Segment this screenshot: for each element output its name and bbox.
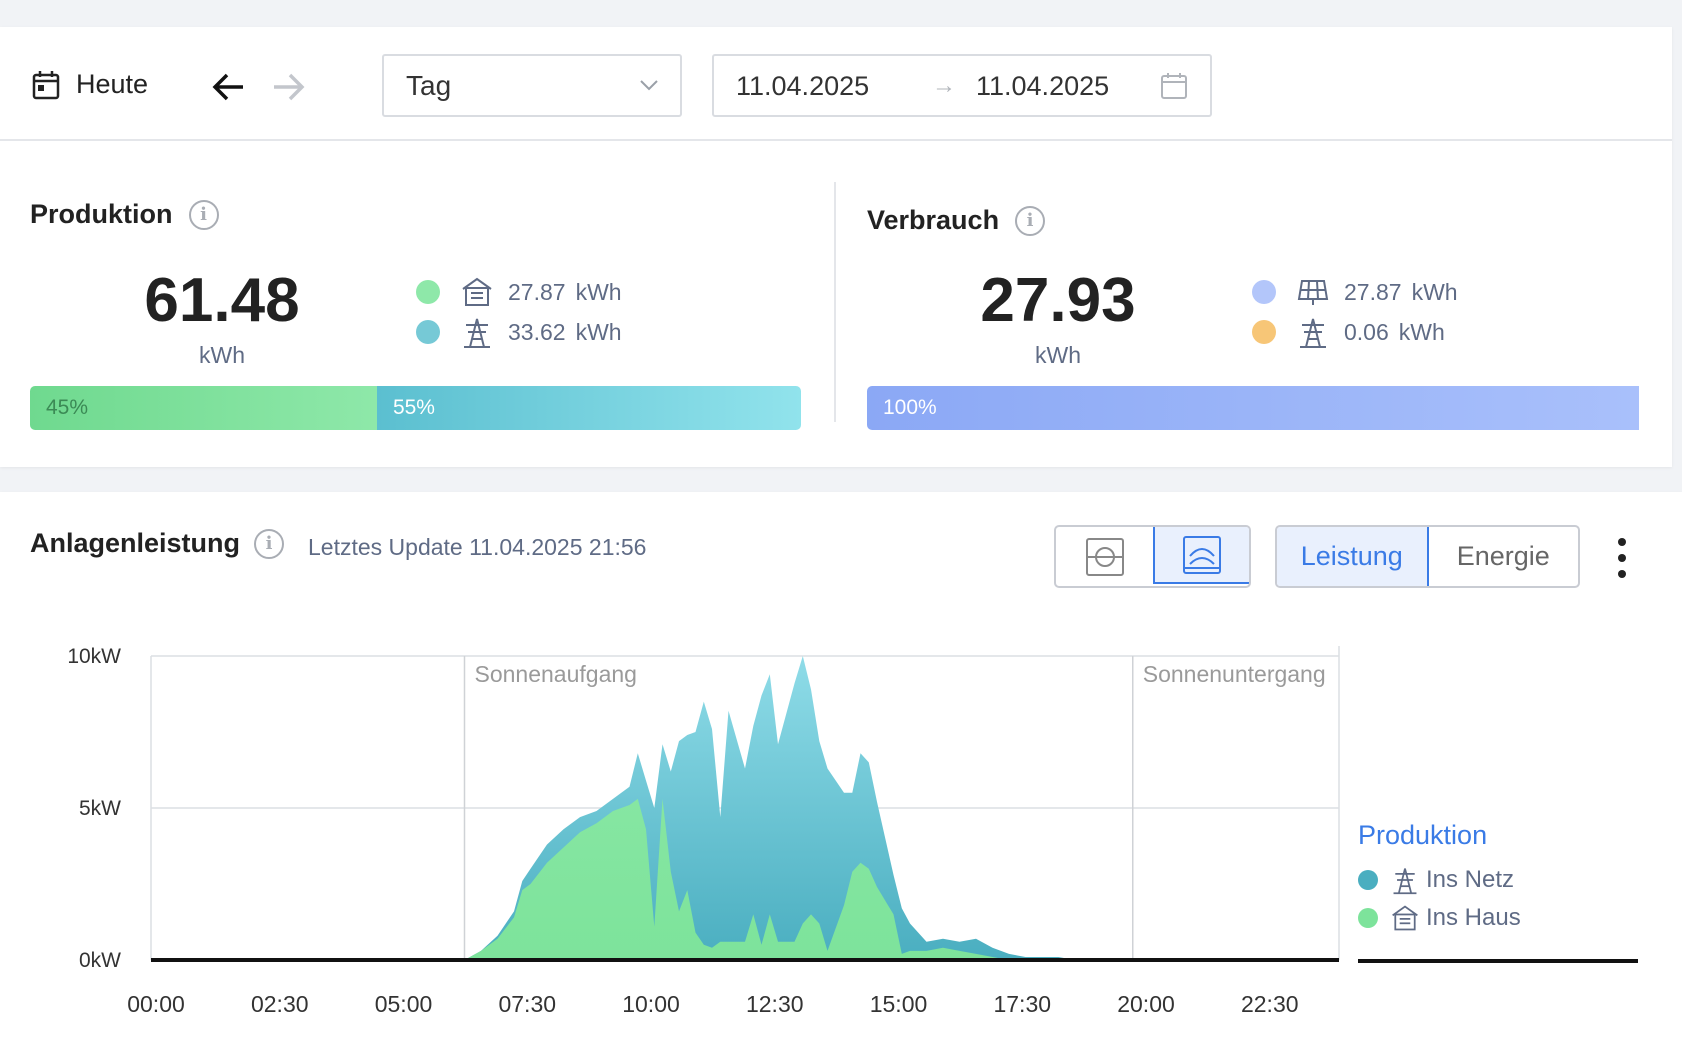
single-view-icon — [1085, 537, 1124, 576]
consumption-split-bar: 100% — [867, 386, 1639, 430]
consumption-netz-value: 0.06 — [1344, 318, 1389, 345]
legend-dot — [416, 320, 440, 344]
today-button[interactable]: Heute — [32, 69, 148, 100]
stacked-view-button[interactable] — [1153, 527, 1249, 584]
x-tick-label: 20:00 — [1117, 991, 1175, 1017]
legend-baseline — [1358, 959, 1638, 963]
production-netz-unit: kWh — [575, 318, 622, 345]
consumption-solar-unit: kWh — [1411, 278, 1458, 305]
production-bar-haus: 45% — [30, 386, 377, 430]
production-split-bar: 45% 55% — [30, 386, 801, 430]
production-title: Produktion i — [30, 199, 219, 230]
last-update-text: Letztes Update 11.04.2025 21:56 — [308, 534, 647, 560]
consumption-netz-unit: kWh — [1398, 318, 1445, 345]
x-tick-label: 02:30 — [251, 991, 309, 1017]
legend-dot — [1252, 320, 1276, 344]
consumption-title: Verbrauch i — [867, 205, 1046, 236]
power-pylon-icon — [464, 318, 490, 348]
info-icon[interactable]: i — [254, 528, 285, 559]
solar-panel-icon — [1297, 280, 1329, 305]
mode-toggle-group: Leistung Energie — [1275, 525, 1580, 588]
x-tick-label: 12:30 — [746, 991, 804, 1017]
y-tick-label: 0kW — [79, 949, 121, 972]
sunset-label: Sonnenuntergang — [1143, 661, 1326, 687]
x-tick-label: 00:00 — [127, 991, 185, 1017]
sunrise-label: Sonnenaufgang — [475, 661, 637, 687]
chart-title-text: Anlagenleistung — [30, 528, 241, 558]
today-label: Heute — [76, 69, 149, 99]
info-icon[interactable]: i — [1015, 205, 1046, 236]
consumption-unit: kWh — [1035, 342, 1081, 368]
legend-label-netz: Ins Netz — [1426, 866, 1515, 893]
series-area-ins-haus — [464, 798, 1133, 960]
production-row-netz: 33.62 kWh — [416, 315, 622, 349]
power-pylon-icon — [1393, 868, 1417, 895]
x-tick-label: 17:30 — [993, 991, 1051, 1017]
legend-label-haus: Ins Haus — [1426, 904, 1521, 931]
production-unit: kWh — [199, 342, 245, 368]
x-tick-label: 10:00 — [622, 991, 680, 1017]
production-bar-netz: 55% — [376, 386, 801, 430]
legend-title: Produktion — [1358, 820, 1488, 850]
y-tick-label: 5kW — [79, 797, 121, 820]
x-tick-label: 15:00 — [870, 991, 928, 1017]
calendar-icon[interactable] — [1160, 72, 1188, 100]
more-options-icon[interactable] — [1612, 538, 1632, 578]
production-bar-netz-label: 55% — [392, 396, 435, 419]
calendar-icon — [32, 70, 60, 99]
legend-item-haus[interactable]: Ins Haus — [1358, 903, 1521, 933]
consumption-row-solar: 27.87 kWh — [1252, 275, 1458, 309]
date-range-picker[interactable]: 11.04.2025 → 11.04.2025 — [712, 54, 1212, 117]
legend-dot — [1252, 280, 1276, 304]
stacked-view-icon — [1183, 535, 1222, 574]
chart-legend: Produktion Ins Netz Ins Haus — [1358, 820, 1521, 941]
legend-item-netz[interactable]: Ins Netz — [1358, 865, 1521, 895]
mode-energie-button[interactable]: Energie — [1456, 541, 1550, 571]
production-total: 61.48 — [144, 266, 300, 335]
arrow-right-icon[interactable] — [268, 67, 308, 107]
chart-title: Anlagenleistung i — [30, 528, 285, 559]
consumption-bar-solar-label: 100% — [883, 396, 937, 419]
chart-card: Anlagenleistung i Letztes Update 11.04.2… — [0, 492, 1682, 1062]
info-icon[interactable]: i — [188, 199, 219, 230]
legend-dot — [416, 280, 440, 304]
legend-dot — [1358, 870, 1378, 890]
y-tick-label: 10kW — [67, 645, 121, 668]
consumption-row-netz: 0.06 kWh — [1252, 315, 1445, 349]
production-haus-unit: kWh — [575, 278, 622, 305]
house-icon — [1392, 905, 1418, 931]
consumption-solar-value: 27.87 — [1344, 278, 1402, 305]
mode-leistung-button[interactable]: Leistung — [1277, 527, 1429, 586]
view-toggle-group — [1054, 525, 1251, 588]
legend-dot — [1358, 908, 1378, 928]
consumption-total: 27.93 — [980, 266, 1136, 335]
consumption-bar-solar: 100% — [867, 386, 1639, 430]
kpi-divider — [834, 182, 836, 422]
production-row-haus: 27.87 kWh — [416, 275, 622, 309]
date-end-input[interactable]: 11.04.2025 — [976, 71, 1110, 101]
house-icon — [462, 277, 492, 306]
single-view-button[interactable] — [1056, 527, 1153, 586]
chevron-down-icon — [640, 80, 658, 91]
date-toolbar: Heute Tag 11.04.2025 → 11.04.2025 — [0, 27, 1672, 141]
summary-card: Heute Tag 11.04.2025 → 11.04.2025 — [0, 27, 1672, 467]
production-haus-value: 27.87 — [508, 278, 566, 305]
arrow-left-icon[interactable] — [209, 67, 249, 107]
production-bar-haus-label: 45% — [46, 396, 89, 419]
range-arrow-icon: → — [932, 72, 956, 99]
x-tick-label: 05:00 — [375, 991, 433, 1017]
x-tick-label: 22:30 — [1241, 991, 1299, 1017]
period-select-value: Tag — [406, 69, 452, 101]
production-title-text: Produktion — [30, 199, 173, 229]
power-chart: Sonnenaufgang Sonnenuntergang 0kW 5kW 10kW 00… — [67, 645, 1340, 1017]
period-select[interactable]: Tag — [382, 54, 682, 117]
date-start-input[interactable]: 11.04.2025 — [736, 71, 870, 101]
consumption-title-text: Verbrauch — [867, 205, 1000, 235]
power-pylon-icon — [1300, 318, 1326, 348]
production-netz-value: 33.62 — [508, 318, 566, 345]
x-tick-label: 07:30 — [498, 991, 556, 1017]
